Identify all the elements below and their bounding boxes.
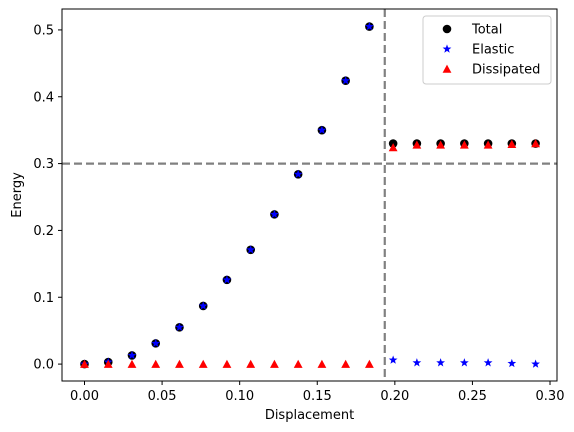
elastic-point <box>388 355 398 364</box>
legend-marker-total <box>442 24 452 34</box>
elastic-point <box>270 209 279 219</box>
elastic-point <box>507 358 517 368</box>
elastic-point <box>436 358 445 367</box>
dissipated-point <box>293 359 303 368</box>
elastic-point <box>317 125 327 134</box>
x-tick-label: 0.25 <box>458 389 487 404</box>
dissipated-point <box>198 359 208 368</box>
elastic-point <box>222 275 232 284</box>
x-tick-label: 0.10 <box>225 389 254 404</box>
elastic-point <box>412 358 422 367</box>
legend-label: Elastic <box>472 43 514 58</box>
y-axis-ticks: 0.0 0.1 0.2 0.3 0.4 0.5 <box>33 23 62 373</box>
dissipated-point <box>270 359 279 368</box>
dissipated-point <box>222 359 232 368</box>
legend-label: Total <box>471 23 502 38</box>
y-tick-label: 0.3 <box>33 157 54 172</box>
y-tick-label: 0.2 <box>33 224 54 239</box>
elastic-point <box>127 350 137 360</box>
elastic-point <box>531 359 540 368</box>
y-tick-label: 0.1 <box>33 291 54 306</box>
dissipated-point <box>317 359 327 368</box>
elastic-point <box>246 245 256 254</box>
dissipated-point <box>127 359 137 368</box>
dissipated-point <box>531 139 540 148</box>
legend-entry-dissipated: Dissipated <box>442 63 540 78</box>
dissipated-point <box>103 359 113 368</box>
x-tick-label: 0.15 <box>303 389 332 404</box>
legend: Total Elastic Dissipated <box>422 15 552 85</box>
x-axis-ticks: 0.00 0.05 0.10 0.15 0.20 0.25 0.30 <box>70 381 564 404</box>
elastic-point <box>459 358 469 367</box>
y-tick-label: 0.0 <box>33 358 54 373</box>
plot-frame <box>61 8 558 382</box>
dissipated-point <box>341 359 351 368</box>
dissipated-point <box>507 139 517 148</box>
x-tick-label: 0.05 <box>148 389 177 404</box>
dissipated-point <box>436 140 446 149</box>
legend-marker-elastic <box>442 44 452 53</box>
x-tick-label: 0.00 <box>70 389 99 404</box>
dissipated-point <box>364 359 374 368</box>
y-tick-label: 0.4 <box>33 90 54 105</box>
dissipated-point <box>412 140 422 149</box>
legend-label: Dissipated <box>472 63 540 78</box>
data-markers <box>80 21 540 369</box>
x-tick-label: 0.20 <box>380 389 409 404</box>
legend-entry-total: Total <box>442 23 502 38</box>
legend-box <box>422 15 552 85</box>
legend-entry-elastic: Elastic <box>442 43 514 58</box>
x-tick-label: 0.30 <box>536 389 565 404</box>
dissipated-point <box>175 359 184 368</box>
elastic-point <box>175 322 184 332</box>
elastic-point <box>151 338 161 348</box>
dissipated-point <box>151 359 161 368</box>
series-dissipated <box>80 139 540 368</box>
elastic-point <box>198 301 208 310</box>
elastic-point <box>293 169 303 178</box>
dissipated-point <box>483 140 493 149</box>
dissipated-point <box>246 359 256 368</box>
y-axis-label: Energy <box>10 172 25 218</box>
elastic-point <box>365 21 374 31</box>
dissipated-point <box>459 140 469 149</box>
legend-marker-dissipated <box>442 64 452 73</box>
y-tick-label: 0.5 <box>33 23 54 38</box>
reference-lines <box>62 9 557 381</box>
elastic-point <box>341 76 351 85</box>
dissipated-point <box>388 143 398 152</box>
x-axis-label: Displacement <box>265 408 354 423</box>
elastic-point <box>483 358 493 367</box>
dissipated-point <box>80 359 89 368</box>
